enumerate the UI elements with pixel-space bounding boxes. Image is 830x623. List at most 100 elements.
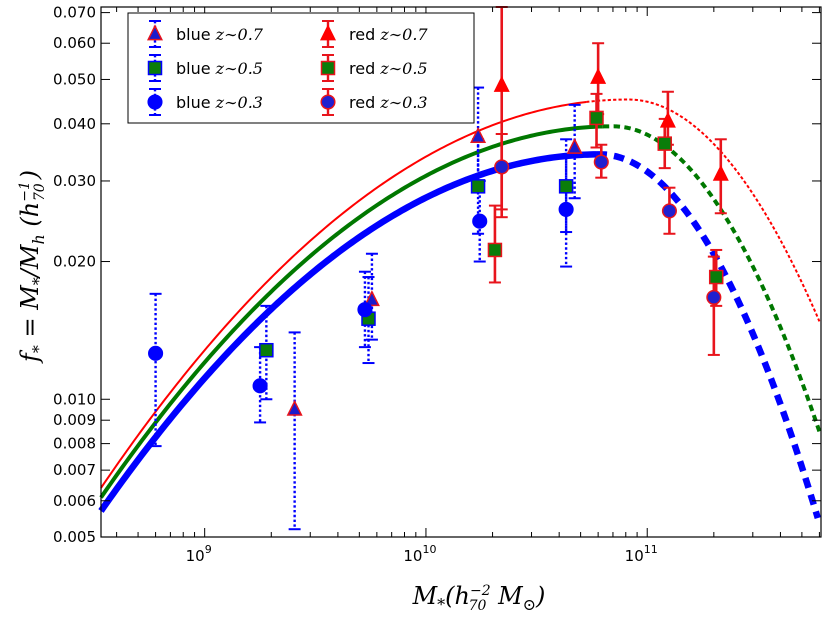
blue-z-0-7-point xyxy=(286,399,303,416)
legend-marker xyxy=(146,24,164,41)
red-model-dashed xyxy=(586,98,821,322)
y-tick-label: 0.040 xyxy=(53,115,96,133)
y-title-sub2: * xyxy=(29,277,48,285)
red-z-0-5-point xyxy=(708,269,724,285)
y-tick-label: 0.007 xyxy=(53,461,96,479)
legend-sample: red xyxy=(349,93,380,112)
y-tick-label: 0.070 xyxy=(53,4,96,22)
x-tick-base: 10 xyxy=(186,547,205,565)
y-title-70: 70 xyxy=(32,183,48,201)
blue-z-0-3-point xyxy=(252,378,268,394)
red-z-0-7-point xyxy=(712,164,729,181)
legend-redshift: z∼0.5 xyxy=(379,59,427,78)
red-z-0-5-point xyxy=(657,136,672,151)
blue-z-0-3-point xyxy=(148,345,164,361)
x-title-70: 70 xyxy=(469,598,487,614)
blue-z-0-7-point xyxy=(363,290,380,307)
y-title-h: h xyxy=(29,234,48,244)
legend-marker xyxy=(147,94,163,110)
green-model-dashed xyxy=(602,124,822,433)
model-curves xyxy=(98,98,822,520)
blue-model-dashed xyxy=(596,151,821,520)
red-z-0-7-point xyxy=(659,111,676,128)
legend-label: red z∼0.3 xyxy=(349,93,428,112)
legend-label: blue z∼0.3 xyxy=(176,93,263,112)
legend-sample: red xyxy=(349,59,380,78)
x-title-sun: ⊙ xyxy=(523,595,536,614)
axis-ticks: 0.005 0.006 0.007 0.008 0.009 0.010 0.020 0.030… xyxy=(53,4,821,565)
legend-box xyxy=(127,12,475,124)
y-tick-label: 0.010 xyxy=(53,390,96,408)
y-title-div: /M xyxy=(16,243,44,279)
x-tick-exponent: 10 xyxy=(422,543,436,556)
legend-sample: blue xyxy=(176,93,216,112)
y-title-eq: = M xyxy=(16,284,44,345)
green-model-solid xyxy=(99,124,603,499)
blue-z-0-5-point xyxy=(558,179,574,194)
red-z-0-5-point xyxy=(589,110,604,126)
red-model-solid xyxy=(100,100,587,489)
blue-z-0-3-point xyxy=(357,302,373,318)
y-tick-label: 0.030 xyxy=(53,172,96,190)
data-markers xyxy=(148,67,729,416)
legend-marker xyxy=(147,60,163,76)
y-title-close: ) xyxy=(16,170,44,180)
x-tick-label: 1011 xyxy=(625,543,658,565)
x-tick-base: 10 xyxy=(403,547,422,565)
x-tick-label: 1010 xyxy=(403,543,436,565)
legend-marker xyxy=(320,60,336,76)
x-tick-exponent: 11 xyxy=(644,543,658,556)
red-z-0-5-point xyxy=(487,242,503,258)
red-z-0-7-point xyxy=(493,75,510,92)
y-title-sub: * xyxy=(29,345,48,353)
legend-sample: blue xyxy=(176,25,216,44)
legend-label: red z∼0.7 xyxy=(349,25,428,44)
plot-frame xyxy=(100,6,822,538)
y-title-exp: −1 xyxy=(17,181,33,202)
x-tick-base: 10 xyxy=(625,547,644,565)
x-title-paren: (h xyxy=(445,582,470,610)
y-tick-label: 0.006 xyxy=(53,492,96,510)
red-z-0-3-point xyxy=(593,154,609,170)
blue-z-0-5-point xyxy=(259,342,274,358)
blue-z-0-3-point xyxy=(558,201,574,217)
x-title-close: ) xyxy=(535,582,545,610)
legend-redshift: z∼0.3 xyxy=(379,93,427,112)
red-z-0-3-point xyxy=(494,159,510,175)
blue-z-0-7-point xyxy=(566,137,583,154)
x-title-exp: −2 xyxy=(470,583,491,599)
y-tick-label: 0.005 xyxy=(53,528,96,546)
legend-redshift: z∼0.7 xyxy=(215,25,264,44)
x-title-sub: * xyxy=(437,595,445,614)
blue-z-0-3-point xyxy=(472,213,488,229)
x-tick-label: 109 xyxy=(186,543,212,565)
legend-sample: red xyxy=(349,25,380,44)
x-tick-exponent: 9 xyxy=(205,543,212,556)
y-axis-title: f* = M*/Mh (h−170) xyxy=(16,170,48,364)
legend-label: red z∼0.5 xyxy=(349,59,428,78)
legend-label: blue z∼0.7 xyxy=(176,25,264,44)
x-axis-title: M*(h−2 70 M⊙) xyxy=(412,582,546,614)
legend-marker xyxy=(319,24,337,41)
legend-marker xyxy=(320,94,336,110)
blue-model-solid xyxy=(98,151,597,513)
y-tick-label: 0.008 xyxy=(53,435,96,453)
y-tick-label: 0.020 xyxy=(53,253,96,271)
legend-sample: blue xyxy=(176,59,216,78)
y-title-unit: (h xyxy=(16,202,44,234)
red-z-0-7-point xyxy=(590,67,607,84)
y-tick-label: 0.009 xyxy=(53,411,96,429)
blue-z-0-5-point xyxy=(470,179,486,194)
y-tick-label: 0.060 xyxy=(53,34,96,52)
x-title-msun: M xyxy=(490,582,524,610)
y-tick-label: 0.050 xyxy=(53,70,96,88)
red-z-0-3-point xyxy=(706,289,722,305)
x-title-m: M xyxy=(412,582,439,610)
red-z-0-3-point xyxy=(661,203,677,219)
legend-redshift: z∼0.3 xyxy=(215,93,263,112)
legend-redshift: z∼0.5 xyxy=(215,59,263,78)
legend-redshift: z∼0.7 xyxy=(379,25,428,44)
legend-label: blue z∼0.5 xyxy=(176,59,263,78)
